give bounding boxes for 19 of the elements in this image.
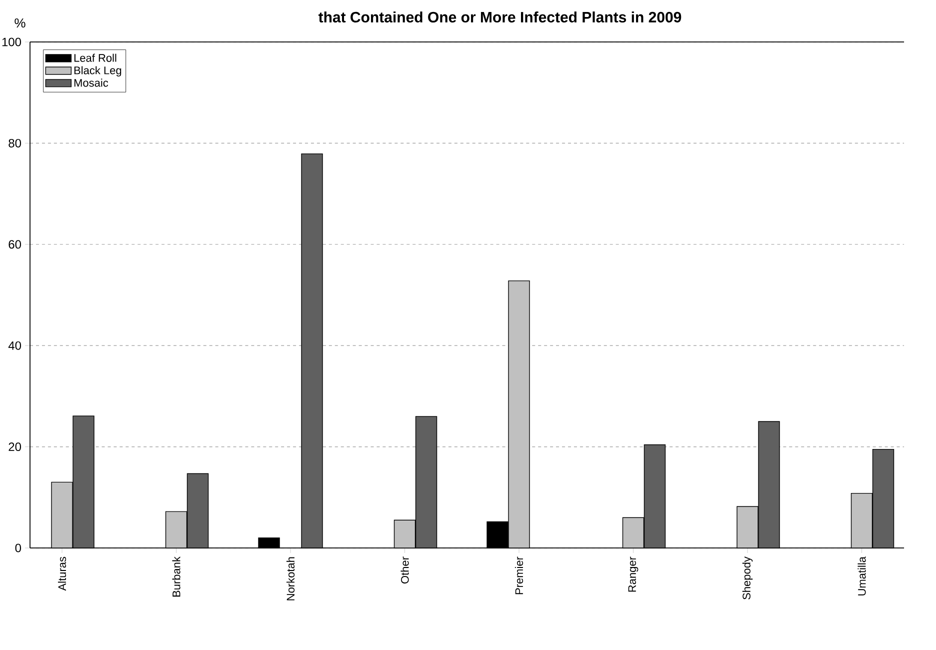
y-axis-title: % bbox=[14, 18, 26, 28]
chart-title: that Contained One or More Infected Plants in 2009 bbox=[318, 11, 682, 22]
x-tick-label: Norkotah bbox=[286, 557, 295, 600]
legend-label: Leaf Roll bbox=[74, 54, 116, 62]
y-tick-label: 0 bbox=[15, 544, 22, 552]
x-tick-label: Alturas bbox=[58, 556, 66, 591]
x-tick-label: Burbank bbox=[172, 556, 180, 597]
x-tick-label: Umatilla bbox=[858, 556, 866, 596]
x-tick-label: Premier bbox=[514, 556, 524, 594]
y-tick-label: 20 bbox=[8, 442, 22, 452]
y-tick-label: 80 bbox=[8, 138, 22, 148]
legend-label: Black Leg bbox=[74, 66, 122, 76]
legend-label: Mosaic bbox=[74, 78, 108, 87]
y-tick-label: 60 bbox=[8, 240, 22, 249]
x-tick-label: Other bbox=[400, 556, 409, 584]
x-tick-label: Ranger bbox=[628, 556, 638, 592]
y-tick-label: 100 bbox=[2, 38, 22, 46]
y-tick-label: 40 bbox=[8, 341, 22, 350]
x-tick-label: Shepody bbox=[742, 556, 753, 600]
